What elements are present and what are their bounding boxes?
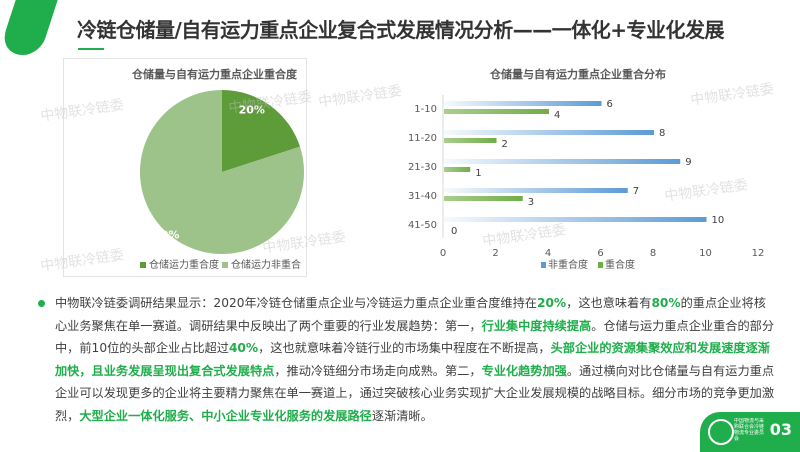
highlight-text: 专业化趋势加强 [481, 363, 567, 378]
legend-swatch [222, 262, 228, 268]
bar [444, 109, 549, 114]
legend-label: 重合度 [605, 258, 635, 271]
body-text: 中物联冷链委调研结果显示：2020年冷链仓储重点企业与冷链运力重点企业重合度维持… [55, 296, 537, 310]
body-text: 的重点企业将核心业务聚焦在单一赛道。调研结果中反映出了两个重要的行业发展趋势：第… [55, 296, 766, 333]
legend-label: 仓储运力非重合 [231, 258, 301, 271]
bar-chart-title: 仓储量与自有运力重点企业重合分布 [490, 68, 666, 81]
body-text: ，这也就意味着冷链行业的市场集中程度在不断提高， [258, 341, 551, 355]
cflp-logo-icon [708, 419, 734, 445]
pie-chart-title: 仓储量与自有运力重点企业重合度 [132, 68, 297, 81]
highlight-text: 大型企业一体化服务、中小企业专业化服务的发展路径 [79, 408, 372, 423]
pie-data-label: 80% [153, 228, 179, 241]
y-tick-label: 31-40 [408, 191, 437, 202]
logo-text: 中国物流与采购联合会冷链物流专业委员会 [734, 418, 765, 442]
legend-swatch [598, 262, 603, 268]
body-text: ，推动冷链细分市场走向成熟。第二， [274, 363, 482, 378]
body-text: 。仓储与运力重点企业重合的部分中，前10位的头部企业占比超过 [55, 318, 775, 356]
legend-swatch [140, 262, 146, 268]
pie-slice [139, 90, 305, 254]
legend-swatch [541, 262, 546, 268]
x-tick-label: 0 [440, 248, 446, 259]
bar-data-label: 3 [528, 197, 534, 208]
body-text: 逐渐清晰。 [371, 408, 433, 423]
bar-data-label: 7 [633, 186, 639, 197]
highlight-text: 行业集中度持续提高 [481, 318, 592, 333]
bar [444, 188, 628, 193]
bar-data-label: 0 [451, 226, 457, 237]
page-number: 03 [769, 420, 792, 439]
pie-chart-frame [63, 58, 307, 277]
highlight-text: 40% [228, 341, 259, 355]
bar-data-label: 6 [607, 99, 613, 110]
highlight-text: 头部企业的资源集聚效应和发展速度逐渐加快，且业务发展呈现出复合式发展特点 [55, 341, 770, 378]
y-tick-label: 21-30 [408, 162, 437, 173]
y-tick-label: 11-20 [408, 133, 437, 144]
bar [444, 196, 523, 201]
body-text: 。通过横向对比仓储量与自有运力重点企业可以发现更多的企业将主要精力聚焦在单一赛道… [55, 363, 775, 423]
highlight-text: 20% [536, 296, 567, 310]
pie-data-label: 20% [239, 104, 265, 117]
y-tick-label: 1-10 [414, 104, 437, 115]
y-tick-label: 41-50 [408, 220, 437, 231]
bar [444, 101, 602, 106]
x-tick-label: 2 [492, 248, 498, 259]
x-tick-label: 6 [597, 248, 603, 259]
body-text: ，这也意味着有 [566, 296, 652, 310]
bar [444, 159, 681, 164]
bar [444, 217, 707, 222]
legend-label: 非重合度 [548, 258, 588, 271]
bar-data-label: 9 [685, 157, 691, 168]
title-underline [78, 48, 104, 50]
footer-badge: 中国物流与采购联合会冷链物流专业委员会 03 [700, 412, 800, 452]
bullet-icon [38, 300, 45, 307]
x-tick-label: 12 [752, 248, 765, 259]
bar [444, 167, 471, 172]
pie-slice [222, 90, 300, 172]
bar [444, 138, 497, 143]
x-tick-label: 4 [545, 248, 551, 259]
bar-data-label: 4 [554, 110, 560, 121]
highlight-text: 80% [651, 296, 681, 310]
bar-data-label: 2 [502, 139, 508, 150]
x-tick-label: 8 [650, 248, 656, 259]
page-title: 冷链仓储量/自有运力重点企业复合式发展情况分析——一体化+专业化发展 [77, 18, 725, 42]
legend-label: 仓储运力重合度 [149, 258, 219, 271]
bar-data-label: 10 [712, 215, 725, 226]
analysis-paragraph: 中物联冷链委调研结果显示：2020年冷链仓储重点企业与冷链运力重点企业重合度维持… [55, 292, 775, 427]
bar-data-label: 1 [475, 168, 481, 179]
bar [444, 130, 654, 135]
bar-data-label: 8 [659, 128, 665, 139]
x-tick-label: 10 [699, 248, 712, 259]
